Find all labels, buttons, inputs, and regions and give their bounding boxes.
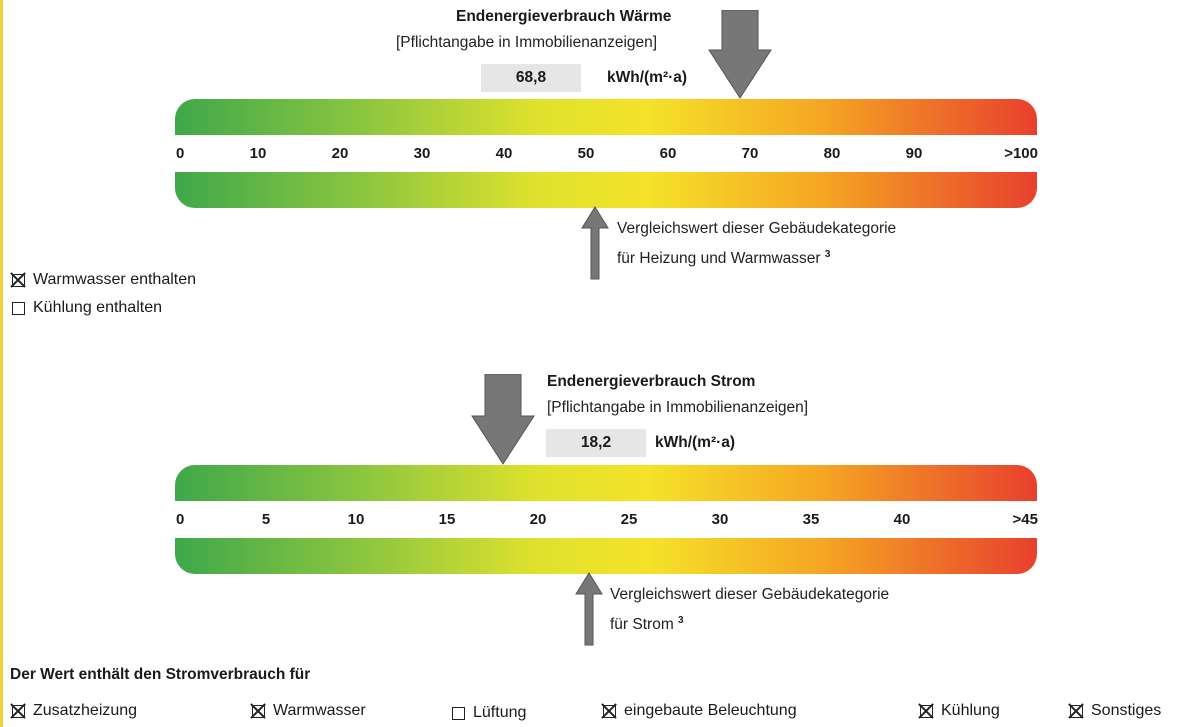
power-unit: kWh/(m²·a) bbox=[655, 434, 736, 451]
tick-label: 90 bbox=[905, 145, 923, 162]
tick-label: 80 bbox=[823, 145, 841, 162]
checkbox-checked-icon[interactable] bbox=[603, 704, 616, 718]
heat-comparison-line2: für Heizung und Warmwasser bbox=[617, 250, 821, 267]
page-edge-marker bbox=[0, 0, 3, 727]
power-usage-item: Sonstiges bbox=[1070, 702, 1161, 720]
heat-include-item: Warmwasser enthalten bbox=[12, 271, 196, 289]
tick-label: 70 bbox=[741, 145, 759, 162]
heat-subtitle: [Pflichtangabe in Immobilienanzeigen] bbox=[396, 34, 658, 51]
power-usage-label: Kühlung bbox=[941, 702, 1000, 719]
tick-label: 0 bbox=[176, 511, 185, 528]
checkbox-empty-icon[interactable] bbox=[452, 706, 465, 720]
checkbox-checked-icon[interactable] bbox=[1070, 704, 1083, 718]
power-usage-label: Warmwasser bbox=[273, 702, 366, 719]
tick-label: 15 bbox=[438, 511, 456, 528]
power-subtitle: [Pflichtangabe in Immobilienanzeigen] bbox=[547, 399, 809, 416]
heat-value-arrow bbox=[708, 10, 772, 99]
power-scale-top bbox=[175, 465, 1037, 501]
heat-title: Endenergieverbrauch Wärme bbox=[456, 8, 672, 25]
heat-comparison-arrow bbox=[581, 206, 609, 280]
tick-label: 40 bbox=[893, 511, 911, 528]
power-usage-item: Warmwasser bbox=[252, 702, 366, 720]
heat-comparison-line1: Vergleichswert dieser Gebäudekategorie bbox=[617, 220, 897, 237]
power-comparison-arrow bbox=[575, 572, 603, 646]
heat-include-item: Kühlung enthalten bbox=[12, 299, 162, 317]
power-usage-label: Sonstiges bbox=[1091, 702, 1162, 719]
power-usage-label: Zusatzheizung bbox=[33, 702, 138, 719]
power-usage-item: Zusatzheizung bbox=[12, 702, 137, 720]
tick-label: 30 bbox=[711, 511, 729, 528]
checkbox-checked-icon[interactable] bbox=[12, 704, 25, 718]
heat-scale-top bbox=[175, 99, 1037, 135]
power-scale-bottom bbox=[175, 538, 1037, 574]
heat-value: 68,8 bbox=[481, 64, 581, 92]
tick-label: 0 bbox=[176, 145, 185, 162]
tick-label: 5 bbox=[261, 511, 271, 528]
heat-include-label: Warmwasser enthalten bbox=[33, 271, 197, 288]
power-usage-item: Lüftung bbox=[452, 704, 526, 722]
power-comparison-line2: für Strom bbox=[610, 616, 674, 633]
tick-label: 10 bbox=[249, 145, 267, 162]
checkbox-checked-icon[interactable] bbox=[252, 704, 265, 718]
power-usage-item: eingebaute Beleuchtung bbox=[603, 702, 797, 720]
power-comparison-line1: Vergleichswert dieser Gebäudekategorie bbox=[610, 586, 890, 603]
power-value-arrow bbox=[471, 374, 535, 465]
checkbox-checked-icon[interactable] bbox=[12, 273, 25, 287]
checkbox-empty-icon[interactable] bbox=[12, 301, 25, 315]
tick-label: 35 bbox=[802, 511, 820, 528]
power-value: 18,2 bbox=[546, 429, 646, 457]
power-comparison-footnote: 3 bbox=[678, 615, 684, 626]
tick-label: 10 bbox=[347, 511, 365, 528]
power-title: Endenergieverbrauch Strom bbox=[547, 373, 756, 390]
heat-include-label: Kühlung enthalten bbox=[33, 299, 162, 316]
tick-label: 40 bbox=[495, 145, 513, 162]
tick-label: 30 bbox=[413, 145, 431, 162]
tick-label: 60 bbox=[659, 145, 677, 162]
tick-label: >45 bbox=[1012, 511, 1038, 528]
power-comparison-text: Vergleichswert dieser Gebäudekategorie f… bbox=[610, 582, 889, 638]
heat-scale-bottom bbox=[175, 172, 1037, 208]
heat-unit: kWh/(m²·a) bbox=[607, 69, 688, 86]
tick-label: >100 bbox=[1004, 145, 1038, 162]
heat-comparison-text: Vergleichswert dieser Gebäudekategorie f… bbox=[617, 216, 896, 272]
power-usage-label: eingebaute Beleuchtung bbox=[624, 702, 797, 719]
power-usage-label: Lüftung bbox=[473, 704, 527, 721]
heat-comparison-footnote: 3 bbox=[824, 249, 831, 260]
tick-label: 20 bbox=[529, 511, 547, 528]
power-usage-heading: Der Wert enthält den Stromverbrauch für bbox=[10, 666, 311, 683]
tick-label: 20 bbox=[331, 145, 349, 162]
checkbox-checked-icon[interactable] bbox=[920, 704, 933, 718]
tick-label: 25 bbox=[620, 511, 638, 528]
tick-label: 50 bbox=[577, 145, 595, 162]
power-usage-item: Kühlung bbox=[920, 702, 1000, 720]
